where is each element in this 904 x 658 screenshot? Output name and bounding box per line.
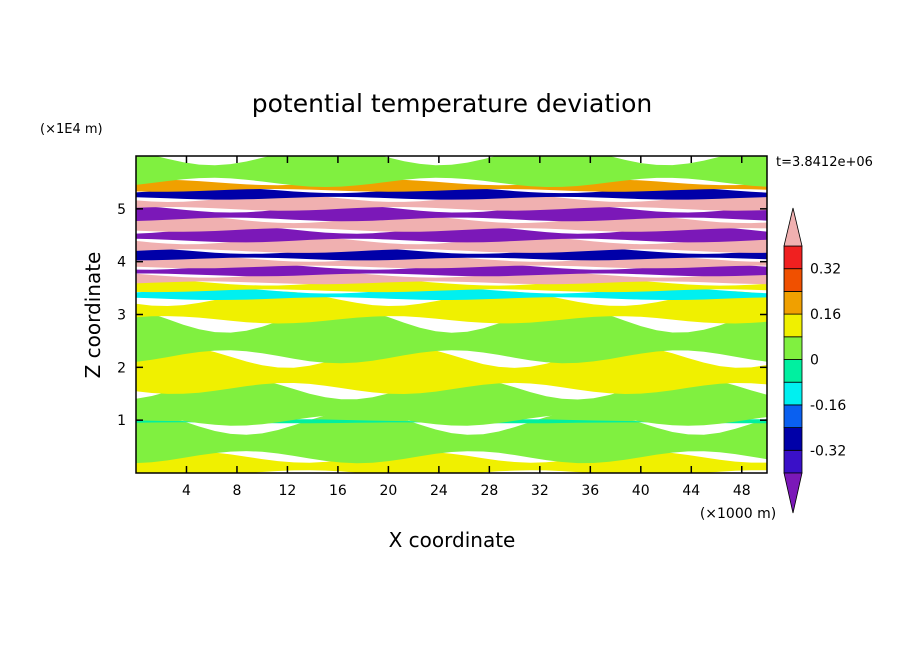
colorbar-tick-label: 0.32 (810, 262, 841, 278)
y-tick-label: 1 (117, 413, 126, 429)
x-tick-label: 32 (531, 483, 549, 499)
contour-band (136, 236, 767, 253)
x-tick-label: 36 (581, 483, 599, 499)
contour-band (136, 264, 767, 277)
contour-band (136, 291, 767, 324)
x-tick-label: 48 (733, 483, 751, 499)
colorbar-bottom-arrow (783, 472, 803, 514)
colorbar-segment (783, 268, 803, 292)
x-tick-label: 8 (232, 483, 241, 499)
colorbar-segment (783, 359, 803, 383)
colorbar-segment (783, 245, 803, 270)
x-axis-ticks: 4 8 12 16 20 24 28 32 36 40 44 48 (182, 156, 751, 499)
chart-title: potential temperature deviation (252, 89, 652, 118)
colorbar-tick-label: -0.32 (810, 443, 846, 459)
y-tick-label: 4 (117, 255, 126, 271)
x-tick-label: 4 (182, 483, 191, 499)
colorbar-segment (783, 313, 803, 338)
y-tick-label: 2 (117, 360, 126, 376)
colorbar-segment (783, 381, 803, 406)
contour-band (136, 156, 767, 187)
colorbar-top-arrow (783, 207, 803, 247)
contour-bands (136, 156, 767, 473)
colorbar: 0.32 0.16 0 -0.16 -0.32 (783, 207, 846, 514)
contour-band (136, 187, 767, 200)
contour-band (136, 410, 767, 464)
x-unit-label: (×1000 m) (700, 506, 776, 522)
colorbar-tick-label: 0.16 (810, 307, 841, 323)
contour-band (136, 248, 767, 261)
y-tick-label: 5 (117, 202, 126, 218)
contour-band (136, 377, 767, 426)
colorbar-tick-label: -0.16 (810, 398, 846, 414)
contour-band (136, 288, 767, 300)
y-tick-label: 3 (117, 308, 126, 324)
y-axis-ticks: 1 2 3 4 5 (117, 202, 767, 429)
x-tick-label: 28 (480, 483, 498, 499)
colorbar-segment (783, 336, 803, 360)
y-axis-label: Z coordinate (81, 252, 105, 379)
time-label: t=3.8412e+06 (776, 155, 873, 170)
colorbar-tick-label: 0 (810, 353, 819, 369)
x-tick-label: 12 (279, 483, 297, 499)
contour-band (136, 280, 767, 293)
x-tick-label: 16 (329, 483, 347, 499)
colorbar-segment (783, 290, 803, 315)
x-tick-label: 24 (430, 483, 448, 499)
x-tick-label: 20 (379, 483, 397, 499)
contour-band (136, 226, 767, 243)
contour-band (136, 179, 767, 192)
colorbar-segment (783, 427, 803, 451)
contour-band (136, 451, 767, 473)
y-unit-label: (×1E4 m) (40, 122, 103, 137)
contour-band (136, 194, 767, 211)
x-tick-label: 40 (632, 483, 650, 499)
colorbar-segment (783, 449, 803, 474)
x-tick-label: 44 (682, 483, 700, 499)
colorbar-segment (783, 404, 803, 428)
x-axis-label: X coordinate (389, 528, 516, 552)
